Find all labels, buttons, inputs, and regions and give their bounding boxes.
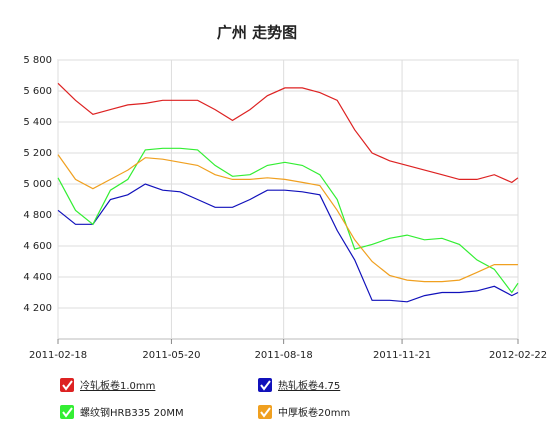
y-tick-label: 5 600 — [23, 86, 52, 97]
series-line — [57, 147, 519, 294]
legend-label[interactable]: 螺纹钢HRB335 20MM — [80, 406, 184, 419]
y-tick-label: 4 600 — [23, 241, 52, 252]
x-tick-label: 2012-02-22 — [489, 350, 547, 361]
x-tick-label: 2011-05-20 — [142, 350, 200, 361]
series-line — [57, 183, 519, 303]
plot-area — [57, 59, 519, 340]
legend-label[interactable]: 冷轧板卷1.0mm — [80, 379, 155, 392]
x-tick-label: 2011-02-18 — [29, 350, 87, 361]
x-tick-label: 2011-11-21 — [373, 350, 431, 361]
legend-check — [62, 407, 73, 418]
chart-title: 广州 走势图 — [217, 24, 297, 42]
legend-checkbox[interactable] — [258, 405, 272, 419]
y-tick-label: 4 200 — [23, 303, 52, 314]
y-tick-label: 4 400 — [23, 272, 52, 283]
y-tick-label: 5 400 — [23, 117, 52, 128]
legend-checkbox[interactable] — [60, 378, 74, 392]
legend-check — [260, 407, 271, 418]
legend-check — [260, 380, 271, 391]
legend-checkbox[interactable] — [60, 405, 74, 419]
legend-label[interactable]: 中厚板卷20mm — [278, 406, 350, 419]
series-line — [57, 82, 519, 184]
y-tick-label: 5 200 — [23, 148, 52, 159]
legend-checkbox[interactable] — [258, 378, 272, 392]
series-line — [57, 154, 518, 283]
y-tick-label: 5 000 — [23, 179, 52, 190]
x-tick-label: 2011-08-18 — [255, 350, 313, 361]
legend-check — [62, 380, 73, 391]
y-tick-label: 4 800 — [23, 210, 52, 221]
legend-label[interactable]: 热轧板卷4.75 — [278, 379, 340, 392]
y-tick-label: 5 800 — [23, 55, 52, 66]
